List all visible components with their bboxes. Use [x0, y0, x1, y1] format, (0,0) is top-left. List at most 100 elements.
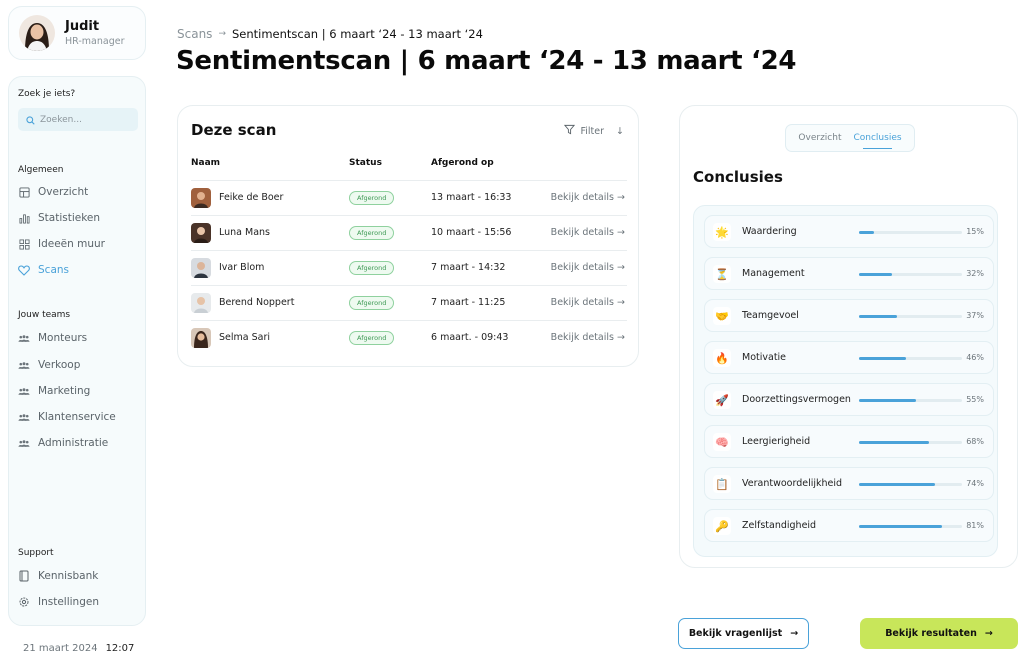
star-icon: 🌟: [713, 223, 731, 241]
status-badge: Afgerond: [349, 261, 395, 275]
teams-section-label: Jouw teams: [18, 310, 71, 320]
filter-label: Filter: [580, 125, 605, 137]
search-input[interactable]: [40, 114, 130, 125]
arrow-right-icon: →: [790, 628, 799, 639]
progress-track: [859, 483, 962, 486]
status-badge: Afgerond: [349, 191, 395, 205]
page-title: Sentimentscan | 6 maart ‘24 - 13 maart ‘…: [176, 46, 797, 76]
sidebar-item-overzicht[interactable]: Overzicht: [18, 183, 88, 201]
progress-track: [859, 399, 962, 402]
column-header-status[interactable]: Status: [349, 158, 382, 168]
sidebar-item-instellingen[interactable]: Instellingen: [18, 593, 99, 611]
profile-card[interactable]: Judit HR-manager: [8, 6, 146, 60]
progress-fill: [859, 483, 936, 486]
filter-icon: [563, 124, 575, 138]
grid-icon: [18, 238, 30, 250]
view-details-link[interactable]: Bekijk details →: [551, 332, 625, 343]
sidebar-item-label: Klantenservice: [38, 411, 116, 423]
search-box[interactable]: [18, 108, 138, 131]
list-item: 📋 Verantwoordelijkheid 74%: [704, 467, 994, 500]
view-details-link[interactable]: Bekijk details →: [551, 262, 625, 273]
row-name: Feike de Boer: [219, 192, 284, 203]
layout-icon: [18, 186, 30, 198]
conclusions-list: 🌟 Waardering 15% ⏳ Management 32% 🤝 Team…: [693, 205, 998, 557]
sidebar-item-kennisbank[interactable]: Kennisbank: [18, 567, 98, 585]
status-badge: Afgerond: [349, 226, 395, 240]
progress-fill: [859, 525, 943, 528]
sidebar-item-scans[interactable]: Scans: [18, 261, 69, 279]
sidebar-item-klantenservice[interactable]: Klantenservice: [18, 408, 116, 426]
avatar: [191, 223, 211, 243]
tab-conclusies[interactable]: Conclusies: [853, 133, 902, 149]
sidebar-item-label: Kennisbank: [38, 570, 99, 582]
rocket-icon: 🚀: [713, 391, 731, 409]
sidebar-item-ideeen-muur[interactable]: Ideeën muur: [18, 235, 105, 253]
list-item: 🔑 Zelfstandigheid 81%: [704, 509, 994, 542]
view-results-button[interactable]: Bekijk resultaten →: [860, 618, 1018, 649]
view-results-label: Bekijk resultaten: [885, 628, 977, 639]
current-time: 12:07: [105, 643, 135, 654]
progress-fill: [859, 231, 875, 234]
breadcrumb: Scans → Sentimentscan | 6 maart ‘24 - 13…: [177, 27, 483, 41]
view-details-label: Bekijk details: [550, 192, 614, 203]
avatar: [191, 188, 211, 208]
profile-name: Judit: [65, 19, 100, 34]
item-percent: 37%: [966, 311, 984, 320]
filter-button[interactable]: Filter ↓: [563, 124, 624, 138]
sidebar-item-label: Instellingen: [38, 596, 99, 608]
row-name: Selma Sari: [219, 332, 271, 343]
item-percent: 46%: [966, 353, 984, 362]
conclusions-card: Overzicht Conclusies Conclusies 🌟 Waarde…: [679, 105, 1018, 568]
scan-card-title: Deze scan: [191, 121, 277, 139]
avatar: [191, 328, 211, 348]
column-header-name[interactable]: Naam: [191, 158, 221, 168]
sidebar-item-monteurs[interactable]: Monteurs: [18, 329, 87, 347]
item-percent: 68%: [966, 437, 984, 446]
team-icon: [18, 437, 30, 449]
search-icon: [26, 110, 35, 129]
sidebar-item-verkoop[interactable]: Verkoop: [18, 356, 80, 374]
current-datetime: 21 maart 2024 12:07: [23, 643, 134, 654]
row-date: 6 maart. - 09:43: [431, 332, 509, 343]
progress-fill: [859, 399, 916, 402]
item-label: Waardering: [742, 226, 797, 237]
item-label: Doorzettingsvermogen: [742, 394, 851, 405]
view-details-link[interactable]: Bekijk details →: [551, 192, 625, 203]
sidebar-item-label: Scans: [38, 264, 69, 276]
item-label: Motivatie: [742, 352, 787, 363]
arrow-right-icon: →: [617, 332, 625, 343]
column-header-completed[interactable]: Afgerond op: [431, 158, 494, 168]
item-label: Verantwoordelijkheid: [742, 478, 843, 489]
arrow-right-icon: →: [984, 628, 993, 639]
progress-fill: [859, 357, 907, 360]
row-name: Luna Mans: [219, 227, 270, 238]
fire-icon: 🔥: [713, 349, 731, 367]
tab-overzicht[interactable]: Overzicht: [798, 133, 842, 143]
key-icon: 🔑: [713, 517, 731, 535]
list-item: 🌟 Waardering 15%: [704, 215, 994, 248]
sidebar-item-label: Ideeën muur: [38, 238, 105, 250]
view-details-link[interactable]: Bekijk details →: [551, 297, 625, 308]
current-date: 21 maart 2024: [23, 643, 98, 654]
view-details-link[interactable]: Bekijk details →: [551, 227, 625, 238]
sidebar-item-administratie[interactable]: Administratie: [18, 434, 108, 452]
view-questionnaire-label: Bekijk vragenlijst: [688, 628, 783, 639]
sidebar-item-marketing[interactable]: Marketing: [18, 382, 90, 400]
team-icon: [18, 411, 30, 423]
view-questionnaire-button[interactable]: Bekijk vragenlijst →: [678, 618, 809, 649]
item-percent: 74%: [966, 479, 984, 488]
row-name: Ivar Blom: [219, 262, 265, 273]
team-icon: [18, 359, 30, 371]
row-name: Berend Noppert: [219, 297, 295, 308]
item-label: Leergierigheid: [742, 436, 811, 447]
view-details-label: Bekijk details: [550, 262, 614, 273]
general-section-label: Algemeen: [18, 165, 64, 175]
breadcrumb-parent[interactable]: Scans: [177, 27, 213, 41]
sidebar-item-label: Marketing: [38, 385, 91, 397]
view-details-label: Bekijk details: [550, 227, 614, 238]
progress-fill: [859, 273, 892, 276]
list-item: 🤝 Teamgevoel 37%: [704, 299, 994, 332]
heart-icon: [18, 264, 30, 276]
item-percent: 15%: [966, 227, 984, 236]
sidebar-item-statistieken[interactable]: Statistieken: [18, 209, 100, 227]
